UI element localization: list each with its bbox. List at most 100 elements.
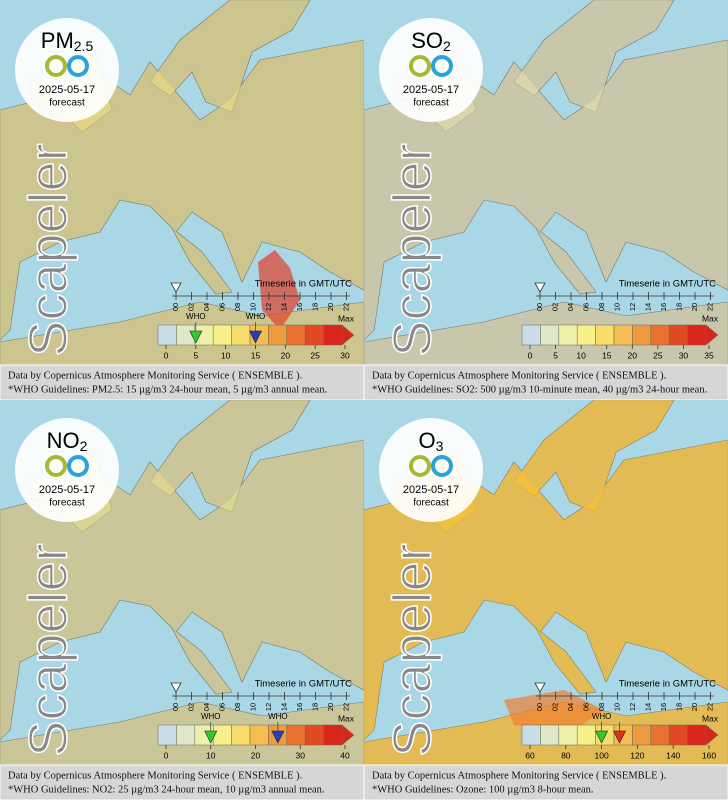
watermark: Scapeler <box>382 143 442 356</box>
who-label: WHO <box>186 312 206 321</box>
guideline: *WHO Guidelines: SO2: 500 µg/m3 10-minut… <box>372 384 707 395</box>
legend-tick-label: 5 <box>553 350 558 360</box>
logo <box>67 55 89 77</box>
pollutant-main: O <box>419 428 436 453</box>
legend-tick-label: 20 <box>628 350 638 360</box>
map-panel: PM2.5 2025-05-17 forecast Scapeler Timeserie… <box>0 0 365 401</box>
legend-swatch <box>687 724 707 746</box>
hour-label: 12 <box>264 303 273 311</box>
legend-swatch <box>231 324 251 346</box>
source-line: Data by Copernicus Atmosphere Monitoring… <box>8 370 302 381</box>
hour-label: 20 <box>326 703 335 711</box>
hour-label: 06 <box>217 303 226 311</box>
source-line: Data by Copernicus Atmosphere Monitoring… <box>8 770 302 781</box>
hour-label: 10 <box>612 303 621 311</box>
legend-tick-label: 15 <box>251 350 261 360</box>
pollutant: SO2 <box>411 28 451 54</box>
legend-swatch <box>650 724 670 746</box>
now-arrow <box>170 282 182 293</box>
pollution-overlay <box>536 628 596 694</box>
legend-tick-label: 15 <box>602 350 612 360</box>
date: 2025-05-17 <box>403 484 459 496</box>
pollutant-sub: 2 <box>443 38 451 54</box>
who-label: WHO <box>592 712 612 721</box>
legend-tick-label: 10 <box>576 350 586 360</box>
hour-label: 10 <box>612 703 621 711</box>
legend-swatch <box>304 324 324 346</box>
legend-swatch <box>613 324 633 346</box>
hour-label: 22 <box>341 703 350 711</box>
legend-max-arrow <box>705 724 719 746</box>
forecast-label: forecast <box>413 98 449 109</box>
legend-swatch <box>286 324 306 346</box>
badge <box>15 18 119 122</box>
guideline: *WHO Guidelines: Ozone: 100 µg/m3 8-hour… <box>372 784 594 795</box>
pollution-overlay <box>514 400 674 512</box>
who-label: WHO <box>201 712 221 721</box>
hour-label: 20 <box>690 703 699 711</box>
legend-tick-label: 10 <box>221 350 231 360</box>
pollution-overlay <box>172 228 232 294</box>
badge <box>15 418 119 522</box>
legend-tick-label: 40 <box>340 750 350 760</box>
panel-svg: PM2.5 2025-05-17 forecast Scapeler Timeserie… <box>0 0 365 401</box>
pollutant: NO2 <box>47 428 88 454</box>
hour-label: 14 <box>643 703 652 711</box>
legend-tick-label: 20 <box>251 750 261 760</box>
date: 2025-05-17 <box>39 84 95 96</box>
legend-swatch <box>668 324 688 346</box>
hour-label: 22 <box>341 303 350 311</box>
legend-swatch <box>157 724 177 746</box>
date: 2025-05-17 <box>39 484 95 496</box>
legend-swatch <box>268 324 288 346</box>
legend-tick-label: 120 <box>630 750 644 760</box>
map-panel: NO2 2025-05-17 forecast Scapeler Timeserie i… <box>0 399 365 801</box>
logo <box>67 455 89 477</box>
hour-label: 12 <box>264 703 273 711</box>
legend-tick-label: 30 <box>679 350 689 360</box>
badge <box>379 418 483 522</box>
logo <box>431 455 453 477</box>
hour-label: 12 <box>628 303 637 311</box>
source-line: Data by Copernicus Atmosphere Monitoring… <box>372 770 666 781</box>
legend-swatch <box>632 324 652 346</box>
hour-label: 22 <box>705 703 714 711</box>
pollutant-main: SO <box>411 28 443 53</box>
hour-label: 06 <box>217 703 226 711</box>
legend-swatch <box>595 324 615 346</box>
timeseries-title: Timeserie in GMT/UTC <box>619 279 716 290</box>
legend-swatch <box>212 324 232 346</box>
map-panel: O3 2025-05-17 forecast Scapeler Timeserie in… <box>363 399 728 801</box>
forecast-label: forecast <box>49 498 85 509</box>
legend-tick-label: 30 <box>340 350 350 360</box>
watermark: Scapeler <box>382 543 442 756</box>
timeseries-title: Timeserie in GMT/UTC <box>255 679 352 690</box>
hour-label: 00 <box>535 303 544 311</box>
logo <box>45 455 67 477</box>
hour-label: 06 <box>581 703 590 711</box>
watermark: Scapeler <box>18 143 78 356</box>
legend-swatch <box>632 724 652 746</box>
date: 2025-05-17 <box>403 84 459 96</box>
now-arrow <box>170 682 182 693</box>
pollutant-sub: 2.5 <box>74 38 94 54</box>
legend-swatch <box>304 724 324 746</box>
pollution-overlay <box>150 0 310 112</box>
hour-label: 14 <box>279 303 288 311</box>
panel-svg: SO2 2025-05-17 forecast Scapeler Timeserie i… <box>363 0 728 401</box>
hour-label: 04 <box>566 303 575 311</box>
legend-tick-label: 20 <box>281 350 291 360</box>
legend-tick-label: 0 <box>164 350 169 360</box>
hour-label: 06 <box>581 303 590 311</box>
legend-swatch <box>576 724 596 746</box>
hour-label: 02 <box>186 303 195 311</box>
legend-tick-label: 0 <box>528 350 533 360</box>
hour-label: 16 <box>659 303 668 311</box>
legend-tick-label: 35 <box>704 350 714 360</box>
hour-label: 18 <box>674 303 683 311</box>
hour-label: 04 <box>202 303 211 311</box>
forecast-label: forecast <box>413 498 449 509</box>
hour-label: 18 <box>310 303 319 311</box>
legend-max-arrow <box>341 724 355 746</box>
